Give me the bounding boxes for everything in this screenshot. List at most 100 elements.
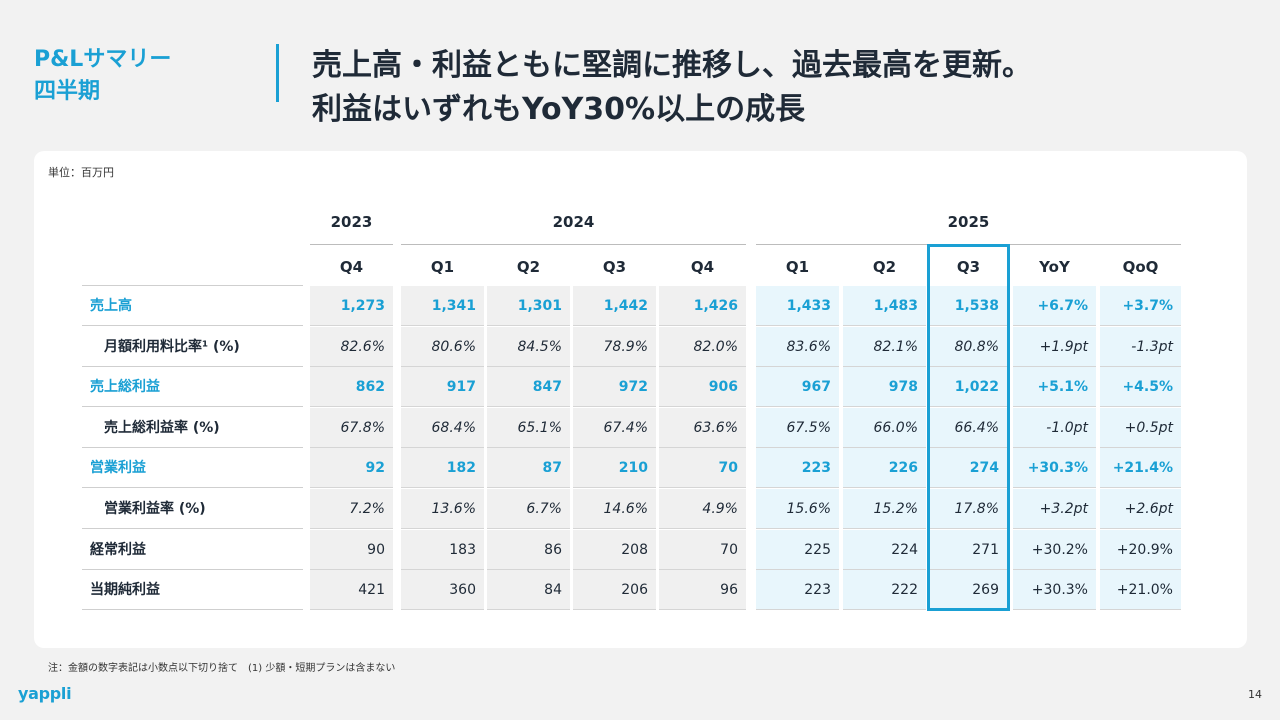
table-cell: 269: [930, 570, 1007, 610]
table-cell: +2.6pt: [1100, 489, 1181, 529]
column-header: Q2: [516, 258, 541, 276]
row-label: 当期純利益: [82, 570, 303, 610]
row-label: 売上総利益率 (%): [82, 408, 303, 448]
page-headline: 売上高・利益ともに堅調に推移し、過去最高を更新。 利益はいずれもYoY30%以上…: [312, 44, 1032, 132]
table-cell: 847: [487, 367, 570, 407]
row-label: 月額利用料比率¹ (%): [82, 327, 303, 367]
table-cell: 4.9%: [659, 489, 746, 529]
table-cell: 223: [756, 570, 839, 610]
table-cell: 1,341: [401, 286, 484, 326]
table-cell: 90: [310, 530, 393, 570]
table-cell: 972: [573, 367, 656, 407]
table-cell: 226: [843, 448, 926, 488]
table-cell: 1,022: [930, 367, 1007, 407]
table-cell: 1,301: [487, 286, 570, 326]
table-cell: 862: [310, 367, 393, 407]
table-cell: 271: [930, 530, 1007, 570]
table-cell: 15.6%: [756, 489, 839, 529]
table-cell: 917: [401, 367, 484, 407]
table-cell: 1,538: [930, 286, 1007, 326]
table-cell: 7.2%: [310, 489, 393, 529]
row-label: 売上総利益: [82, 367, 303, 407]
table-cell: +30.3%: [1013, 448, 1096, 488]
table-cell: 67.4%: [573, 408, 656, 448]
table-cell: 84: [487, 570, 570, 610]
year-underline: [310, 244, 393, 245]
row-label: 営業利益: [82, 448, 303, 488]
table-cell: 96: [659, 570, 746, 610]
table-cell: 67.8%: [310, 408, 393, 448]
column-header: Q4: [690, 258, 715, 276]
table-cell: 65.1%: [487, 408, 570, 448]
table-cell: 63.6%: [659, 408, 746, 448]
title-divider: [276, 44, 279, 102]
table-cell: +5.1%: [1013, 367, 1096, 407]
table-cell: 223: [756, 448, 839, 488]
table-cell: 978: [843, 367, 926, 407]
unit-label: 単位：百万円: [48, 166, 114, 179]
table-cell: 222: [843, 570, 926, 610]
column-header: Q2: [872, 258, 897, 276]
row-label: 営業利益率 (%): [82, 489, 303, 529]
table-cell: 66.4%: [930, 408, 1007, 448]
column-header: Q1: [430, 258, 455, 276]
table-cell: +30.2%: [1013, 530, 1096, 570]
table-cell: 1,442: [573, 286, 656, 326]
table-cell: 87: [487, 448, 570, 488]
table-cell: 67.5%: [756, 408, 839, 448]
row-label: 経常利益: [82, 530, 303, 570]
table-cell: 84.5%: [487, 327, 570, 367]
table-cell: +0.5pt: [1100, 408, 1181, 448]
table-cell: 421: [310, 570, 393, 610]
column-header: Q4: [339, 258, 364, 276]
table-cell: 1,273: [310, 286, 393, 326]
year-header: 2025: [947, 213, 990, 231]
page-number: 14: [1248, 688, 1262, 701]
table-cell: 210: [573, 448, 656, 488]
table-cell: 82.6%: [310, 327, 393, 367]
table-cell: 967: [756, 367, 839, 407]
table-cell: 206: [573, 570, 656, 610]
table-cell: +4.5%: [1100, 367, 1181, 407]
table-cell: 80.8%: [930, 327, 1007, 367]
table-cell: 82.0%: [659, 327, 746, 367]
table-cell: 70: [659, 530, 746, 570]
column-header: Q3: [956, 258, 981, 276]
table-cell: 15.2%: [843, 489, 926, 529]
year-underline: [401, 244, 746, 245]
row-label: 売上高: [82, 286, 303, 326]
table-cell: 1,433: [756, 286, 839, 326]
table-cell: 80.6%: [401, 327, 484, 367]
label-column-top-rule: [82, 285, 303, 286]
table-cell: 13.6%: [401, 489, 484, 529]
table-cell: 1,426: [659, 286, 746, 326]
table-cell: 17.8%: [930, 489, 1007, 529]
column-header: YoY: [1039, 258, 1070, 276]
table-cell: 66.0%: [843, 408, 926, 448]
table-cell: +6.7%: [1013, 286, 1096, 326]
column-header: QoQ: [1122, 258, 1159, 276]
year-header: 2024: [552, 213, 595, 231]
table-cell: 70: [659, 448, 746, 488]
table-cell: +21.0%: [1100, 570, 1181, 610]
table-cell: 6.7%: [487, 489, 570, 529]
section-label: P&Lサマリー 四半期: [34, 44, 171, 108]
table-cell: 224: [843, 530, 926, 570]
table-cell: +3.7%: [1100, 286, 1181, 326]
table-cell: 360: [401, 570, 484, 610]
headline-line-1: 売上高・利益ともに堅調に推移し、過去最高を更新。: [312, 48, 1032, 83]
table-cell: 78.9%: [573, 327, 656, 367]
table-cell: -1.0pt: [1013, 408, 1096, 448]
column-header: Q3: [602, 258, 627, 276]
table-cell: 82.1%: [843, 327, 926, 367]
table-cell: +1.9pt: [1013, 327, 1096, 367]
table-cell: 1,483: [843, 286, 926, 326]
headline-line-2: 利益はいずれもYoY30%以上の成長: [312, 92, 806, 127]
footnote: 注：金額の数字表記は小数点以下切り捨て (1) 少額・短期プランは含まない: [48, 663, 396, 674]
table-cell: 182: [401, 448, 484, 488]
table-cell: -1.3pt: [1100, 327, 1181, 367]
table-cell: +3.2pt: [1013, 489, 1096, 529]
section-subtitle: 四半期: [34, 79, 101, 104]
table-cell: 83.6%: [756, 327, 839, 367]
